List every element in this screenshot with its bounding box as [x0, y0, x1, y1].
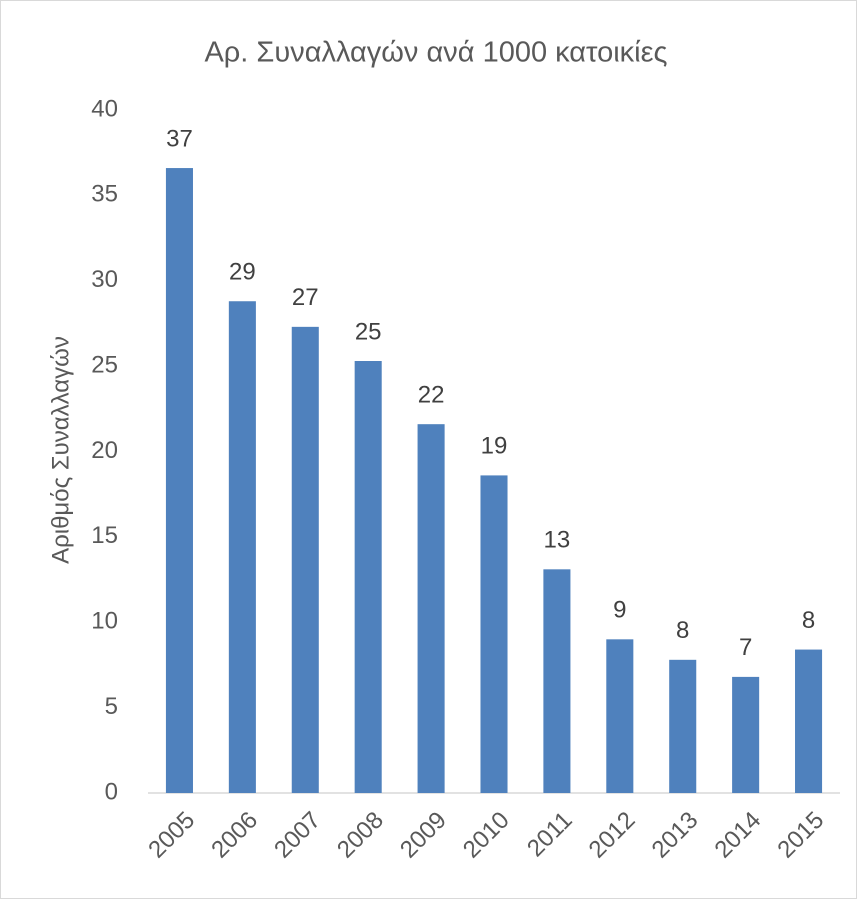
y-tick-label: 0: [105, 778, 118, 805]
bar: [228, 301, 256, 793]
bar: [732, 676, 760, 793]
chart-title: Αρ. Συναλλαγών ανά 1000 κατοικίες: [204, 37, 667, 69]
data-label: 19: [481, 433, 508, 460]
data-label: 8: [802, 607, 815, 634]
y-axis-label: Αριθμός Συναλλαγών: [47, 336, 74, 564]
bar: [606, 639, 634, 793]
data-label: 13: [544, 527, 571, 554]
y-tick-label: 10: [91, 608, 118, 635]
y-tick-label: 20: [91, 437, 118, 464]
bar: [795, 649, 823, 793]
bar: [291, 326, 319, 793]
bar: [417, 424, 445, 793]
bar: [354, 361, 382, 793]
y-tick-label: 30: [91, 266, 118, 293]
data-label: 27: [292, 284, 319, 311]
data-label: 7: [739, 634, 752, 661]
data-label: 29: [229, 259, 256, 286]
y-tick-label: 25: [91, 351, 118, 378]
y-tick-label: 40: [91, 95, 118, 122]
bar: [543, 569, 571, 793]
data-label: 22: [418, 382, 445, 409]
data-label: 37: [166, 125, 193, 152]
data-label: 8: [676, 617, 689, 644]
y-tick-label: 5: [105, 693, 118, 720]
data-label: 25: [355, 318, 382, 345]
bar: [480, 475, 508, 793]
data-label: 9: [613, 597, 626, 624]
y-tick-label: 35: [91, 181, 118, 208]
bar: [165, 168, 193, 793]
bar: [669, 659, 697, 793]
y-tick-label: 15: [91, 522, 118, 549]
